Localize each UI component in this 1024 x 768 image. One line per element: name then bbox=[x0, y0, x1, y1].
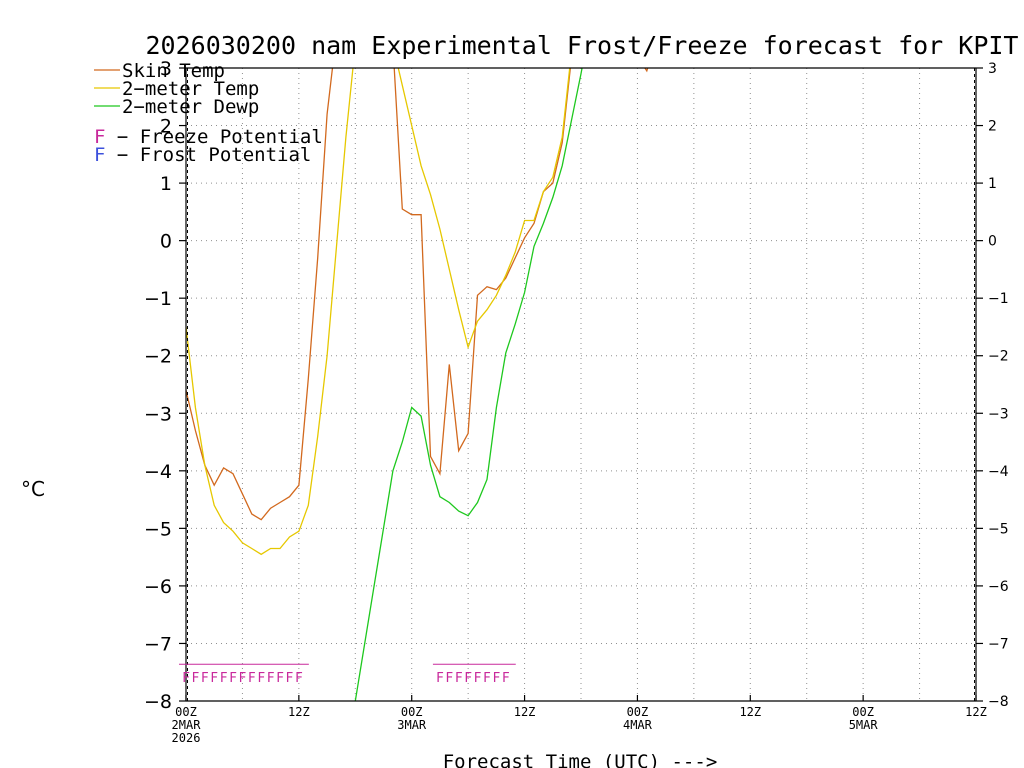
data-series bbox=[186, 68, 649, 701]
series-line-2-meter-dewp bbox=[354, 68, 583, 701]
x-tick-date-label: 2MAR bbox=[172, 718, 202, 732]
legend-code-line: F − Frost Potential bbox=[94, 144, 311, 166]
freeze-flag-letter: F bbox=[502, 671, 510, 686]
x-tick-label: 00Z bbox=[627, 705, 649, 719]
left-y-tick-label: 1 bbox=[160, 173, 172, 195]
freeze-flag-letter: F bbox=[483, 671, 491, 686]
chart-title: 2026030200 nam Experimental Frost/Freeze… bbox=[146, 31, 1019, 60]
left-y-tick-label: 3 bbox=[160, 58, 172, 80]
axes bbox=[185, 67, 977, 702]
x-tick-label: 12Z bbox=[965, 705, 987, 719]
freeze-flag-letter: F bbox=[492, 671, 500, 686]
legend-label: Skin Temp bbox=[122, 60, 225, 82]
left-y-tick-label: −1 bbox=[144, 288, 172, 310]
freeze-flag-letter: F bbox=[464, 671, 472, 686]
freeze-flag-letter: F bbox=[436, 671, 444, 686]
freeze-flag-letter: F bbox=[445, 671, 453, 686]
freeze-flag-letter: F bbox=[248, 671, 256, 686]
legend-code-letter: F bbox=[94, 126, 105, 148]
right-y-tick-label: 1 bbox=[988, 176, 997, 192]
right-y-tick-label: −2 bbox=[988, 349, 1009, 365]
left-y-tick-label: −5 bbox=[144, 518, 172, 540]
freeze-flag-letter: F bbox=[220, 671, 228, 686]
freeze-flag-letter: F bbox=[286, 671, 294, 686]
legend-code-letter: F bbox=[94, 144, 105, 166]
freeze-flag-letter: F bbox=[257, 671, 265, 686]
freeze-flag-letter: F bbox=[474, 671, 482, 686]
freeze-flag-letter: F bbox=[276, 671, 284, 686]
right-y-tick-label: 3 bbox=[988, 61, 997, 77]
series-line-skin-temp bbox=[186, 68, 649, 521]
x-tick-label: 00Z bbox=[852, 705, 874, 719]
left-y-tick-label: −2 bbox=[144, 346, 172, 368]
freeze-flag-letter: F bbox=[295, 671, 303, 686]
y-axis-ticks: −8 −8 −7 −7 −6 −6 −5 −5 −4 −4 −3 −3 −2 −2 −1 −1 0 0 1 1 2 2 3 3 bbox=[144, 58, 1009, 713]
left-y-tick-label: −7 bbox=[144, 633, 172, 655]
freeze-flag-letter: F bbox=[182, 671, 190, 686]
right-y-tick-label: 2 bbox=[988, 119, 997, 135]
right-y-tick-label: −5 bbox=[988, 521, 1009, 537]
freeze-flag-letter: F bbox=[191, 671, 199, 686]
freeze-flag-letter: F bbox=[267, 671, 275, 686]
grid-lines bbox=[186, 68, 976, 701]
left-y-tick-label: 0 bbox=[160, 231, 172, 253]
x-tick-date-label: 4MAR bbox=[623, 718, 653, 732]
x-tick-label: 00Z bbox=[401, 705, 423, 719]
x-tick-label: 12Z bbox=[739, 705, 761, 719]
legend-code-line: F − Freeze Potential bbox=[94, 126, 323, 148]
legend-label: 2−meter Dewp bbox=[122, 96, 259, 118]
legend-code-text: − Freeze Potential bbox=[105, 126, 322, 148]
right-y-tick-label: −6 bbox=[988, 579, 1009, 595]
legend-label: 2−meter Temp bbox=[122, 78, 259, 100]
right-y-tick-label: 0 bbox=[988, 234, 997, 250]
x-tick-date-label: 5MAR bbox=[849, 718, 879, 732]
x-tick-date-label: 3MAR bbox=[397, 718, 427, 732]
right-y-tick-label: −1 bbox=[988, 291, 1009, 307]
freeze-flag-letter: F bbox=[210, 671, 218, 686]
left-y-tick-label: 2 bbox=[160, 116, 172, 138]
left-y-tick-label: −3 bbox=[144, 403, 172, 425]
right-y-tick-label: −3 bbox=[988, 406, 1009, 422]
right-y-tick-label: −7 bbox=[988, 636, 1009, 652]
freeze-flag-letter: F bbox=[229, 671, 237, 686]
x-tick-label: 12Z bbox=[288, 705, 310, 719]
left-y-tick-label: −8 bbox=[144, 691, 172, 713]
x-tick-date-label: 2026 bbox=[172, 731, 201, 745]
series-line-2-meter-temp bbox=[186, 68, 571, 556]
left-y-tick-label: −4 bbox=[144, 461, 172, 483]
x-tick-label: 12Z bbox=[514, 705, 536, 719]
freeze-flag-letter: F bbox=[455, 671, 463, 686]
x-tick-label: 00Z bbox=[175, 705, 197, 719]
left-y-tick-label: −6 bbox=[144, 576, 172, 598]
right-y-tick-label: −8 bbox=[988, 694, 1009, 710]
y-axis-label: °C bbox=[21, 477, 45, 501]
x-axis-label: Forecast Time (UTC) ---> bbox=[443, 751, 718, 768]
freeze-flag-letter: F bbox=[239, 671, 247, 686]
legend-code-text: − Frost Potential bbox=[105, 144, 311, 166]
right-y-tick-label: −4 bbox=[988, 464, 1009, 480]
freeze-flag-letter: F bbox=[201, 671, 209, 686]
